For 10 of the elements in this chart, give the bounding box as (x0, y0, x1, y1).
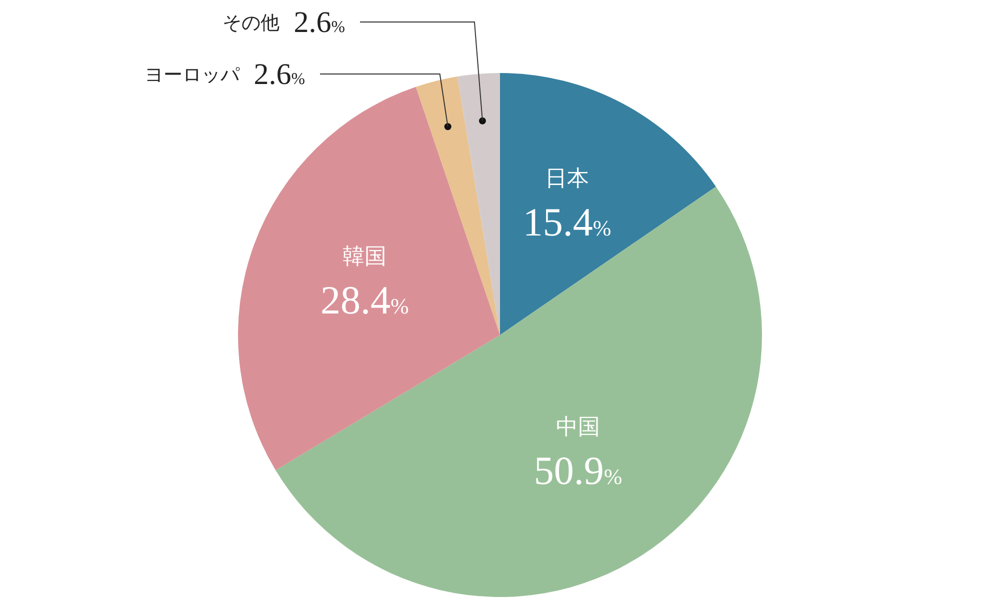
slice-label: 韓国 (342, 244, 387, 268)
data-label: 50.9% (534, 448, 622, 494)
data-label: 15.4% (522, 199, 612, 244)
slice-label: ヨーロッパ (144, 65, 240, 86)
slice-label: 日本 (545, 165, 590, 190)
data-label: 2.6% (294, 6, 346, 39)
data-label: 28.4% (320, 278, 409, 322)
slice-label: その他 (222, 13, 280, 34)
data-label: 2.6% (254, 58, 306, 91)
slice-label: 中国 (556, 414, 600, 440)
